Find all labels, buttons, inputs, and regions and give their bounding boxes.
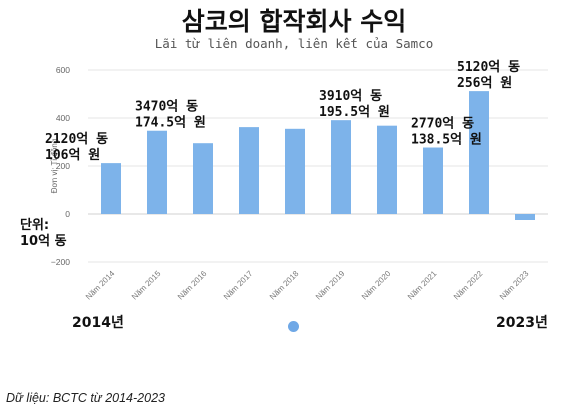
y-tick-label: 400 (56, 113, 70, 123)
data-label: 256억 원 (457, 76, 512, 91)
unit-label-line-1: 단위: (20, 218, 50, 233)
x-tick-label: Năm 2015 (130, 269, 163, 302)
data-label: 138.5억 원 (411, 133, 482, 148)
data-label: 106억 원 (45, 148, 100, 163)
bar (239, 127, 259, 214)
slider-start-year: 2014년 (72, 315, 124, 331)
x-tick-label: Năm 2017 (222, 269, 255, 302)
x-tick-label: Năm 2020 (360, 269, 393, 302)
bar (331, 120, 351, 214)
bar (469, 91, 489, 214)
chart-title: 삼코의 합작회사 수익 (181, 7, 407, 36)
bar (285, 128, 305, 214)
y-tick-label: 600 (56, 65, 70, 75)
bar (515, 214, 535, 220)
x-tick-label: Năm 2016 (176, 269, 209, 302)
bar (193, 143, 213, 214)
x-tick-label: Năm 2014 (84, 269, 117, 302)
bar (101, 163, 121, 214)
bar (377, 125, 397, 214)
data-label: 2120억 동 (45, 132, 108, 147)
x-tick-label: Năm 2023 (498, 269, 531, 302)
data-label: 3470억 동 (135, 100, 198, 115)
slider-end-year: 2023년 (496, 315, 548, 331)
slider-dot[interactable] (288, 321, 299, 332)
unit-label: 단위: 10억 동 (20, 218, 67, 250)
y-tick-label: 0 (65, 209, 70, 219)
y-axis-label: Đơn vị: Tỉ đồng (50, 139, 59, 193)
bar (423, 147, 443, 214)
data-label: 174.5억 원 (135, 116, 206, 131)
bar (147, 130, 167, 214)
chart-subtitle: Lãi từ liên doanh, liên kết của Samco (154, 36, 434, 51)
x-tick-label: Năm 2022 (452, 269, 485, 302)
data-label: 2770억 동 (411, 117, 474, 132)
unit-label-line-2: 10억 동 (20, 234, 67, 249)
x-tick-label: Năm 2021 (406, 269, 439, 302)
y-tick-label: 200 (56, 161, 70, 171)
x-tick-label: Năm 2019 (314, 269, 347, 302)
data-label: 195.5억 원 (319, 105, 390, 120)
source-note: Dữ liệu: BCTC từ 2014-2023 (6, 391, 165, 405)
data-label: 5120억 동 (457, 60, 520, 75)
data-label: 3910억 동 (319, 89, 382, 104)
y-tick-label: −200 (51, 257, 70, 267)
x-tick-label: Năm 2018 (268, 269, 301, 302)
